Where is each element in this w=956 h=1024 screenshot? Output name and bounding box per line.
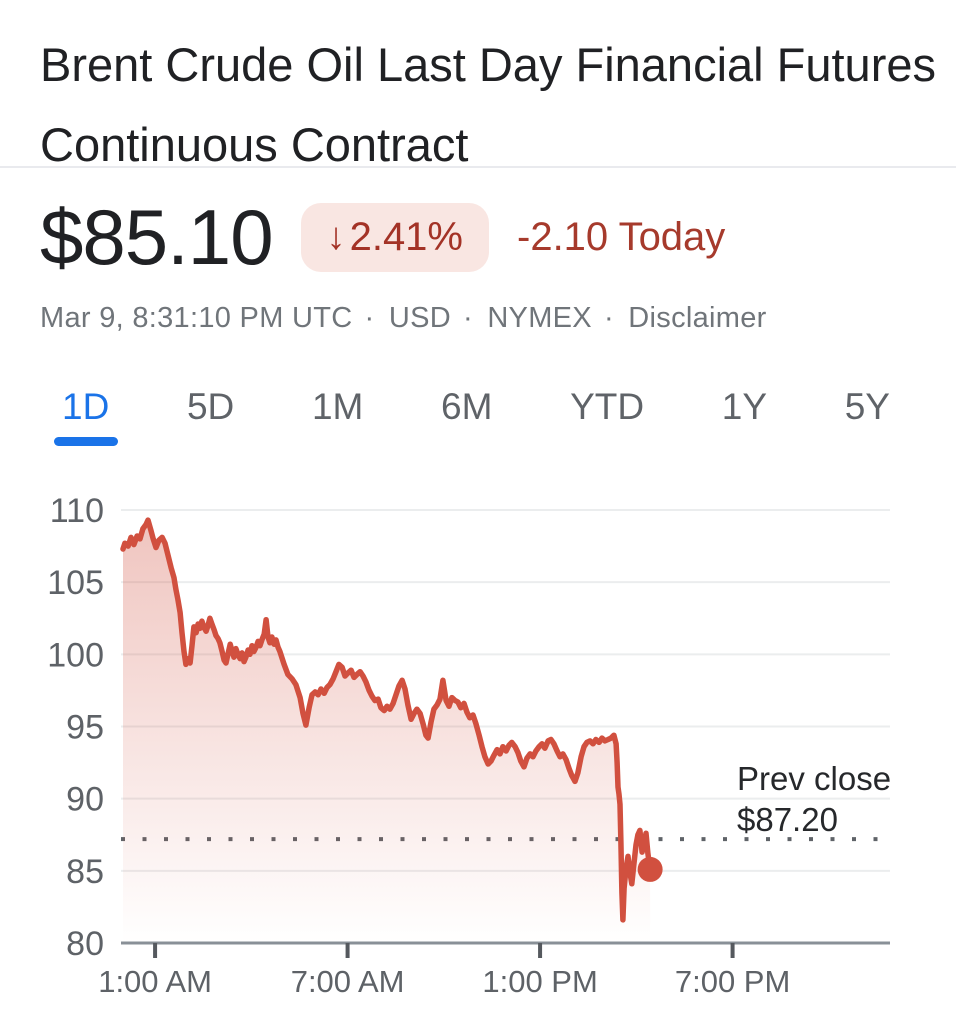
last-price-dot [637,856,663,882]
tab-1y[interactable]: 1Y [721,386,768,427]
tab-6m[interactable]: 6M [441,386,493,427]
quote-exchange: NYMEX [487,302,592,334]
tab-ytd[interactable]: YTD [570,386,645,427]
meta-separator: · [364,302,375,334]
price-line [120,517,653,923]
meta-separator: · [462,302,473,334]
tab-5d[interactable]: 5D [186,386,235,427]
down-arrow-icon: ↓ [326,216,346,258]
header-divider [0,166,956,168]
quote-meta-line: Mar 9, 8:31:10 PM UTC · USD · NYMEX · Discl… [40,302,773,335]
meta-separator: · [603,302,614,334]
tab-1m[interactable]: 1M [311,386,364,427]
tab-1d[interactable]: 1D [62,386,109,446]
x-tick-label: 7:00 PM [675,964,790,999]
y-tick-label: 95 [66,709,104,747]
tab-5y[interactable]: 5Y [844,386,890,427]
y-tick-label: 90 [66,781,104,819]
chart-area: 80 85 90 95 100 105 110 Prev close $87.20 1:00 AM… [0,460,956,1024]
y-axis-labels: 80 85 90 95 100 105 110 [47,492,104,963]
current-price: $85.10 [40,193,274,281]
price-row: $85.10 ↓ 2.41% -2.10 Today [40,192,725,283]
svg-text:$87.20: $87.20 [737,801,838,838]
y-tick-label: 105 [47,564,104,602]
y-tick-label: 100 [47,636,104,674]
time-range-tabs: 1D 5D 1M 6M YTD 1Y 5Y [62,386,890,446]
x-tick-label: 1:00 AM [98,964,212,999]
x-axis-ticks [153,943,735,958]
y-tick-label: 80 [66,925,104,963]
y-tick-label: 110 [50,492,104,530]
percent-change-value: 2.41% [349,215,463,259]
svg-text:Prev close: Prev close [737,760,891,797]
x-tick-label: 7:00 AM [291,964,405,999]
quote-currency: USD [388,302,451,334]
page-title: Brent Crude Oil Last Day Financial Futur… [40,38,936,172]
quote-timestamp: Mar 9, 8:31:10 PM UTC [40,302,353,334]
absolute-change-today: -2.10 Today [517,215,726,259]
percent-change-badge: ↓ 2.41% [300,203,489,272]
area-fill [123,520,651,943]
disclaimer-link[interactable]: Disclaimer [628,302,767,334]
x-axis-labels: 1:00 AM 7:00 AM 1:00 PM 7:00 PM [98,964,790,999]
x-tick-label: 1:00 PM [482,964,597,999]
prev-close-label: Prev close $87.20 [737,760,891,838]
y-tick-label: 85 [66,853,104,891]
price-chart[interactable]: 80 85 90 95 100 105 110 Prev close $87.20 1:00 AM… [0,460,956,1024]
